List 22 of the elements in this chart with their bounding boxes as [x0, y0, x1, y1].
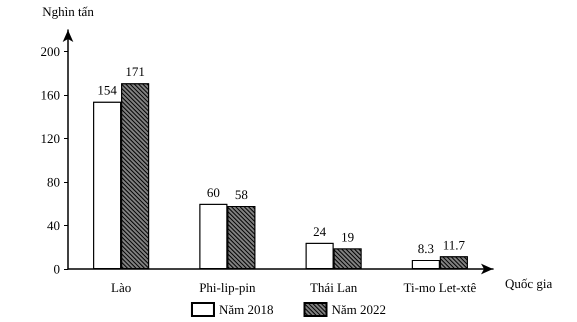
y-tick-label: 200 [40, 44, 60, 60]
y-tick-label: 120 [40, 131, 60, 146]
data-label: 11.7 [442, 237, 466, 252]
data-label: 19 [341, 229, 354, 244]
data-label: 24 [313, 224, 327, 239]
y-axis-title: Nghìn tấn [42, 4, 94, 19]
x-tick-label: Ti-mo Let-xtê [403, 280, 477, 295]
x-tick-label: Lào [111, 280, 132, 295]
data-label: 58 [234, 186, 248, 202]
y-tick-label: 40 [47, 218, 60, 234]
legend-label: Năm 2022 [332, 302, 386, 317]
data-label: 171 [125, 64, 145, 80]
data-label: 8.3 [418, 240, 434, 256]
y-tick-label: 160 [40, 88, 60, 103]
x-tick-label: Phi-lip-pin [199, 280, 256, 295]
x-axis-title: Quốc gia [505, 276, 553, 291]
y-tick-label: 80 [47, 174, 60, 190]
data-label: 154 [97, 82, 118, 98]
x-tick-label: Thái Lan [310, 280, 358, 295]
y-tick-label: 0 [54, 262, 60, 276]
legend-label: Năm 2018 [218, 302, 274, 317]
data-label: 60 [206, 184, 220, 200]
